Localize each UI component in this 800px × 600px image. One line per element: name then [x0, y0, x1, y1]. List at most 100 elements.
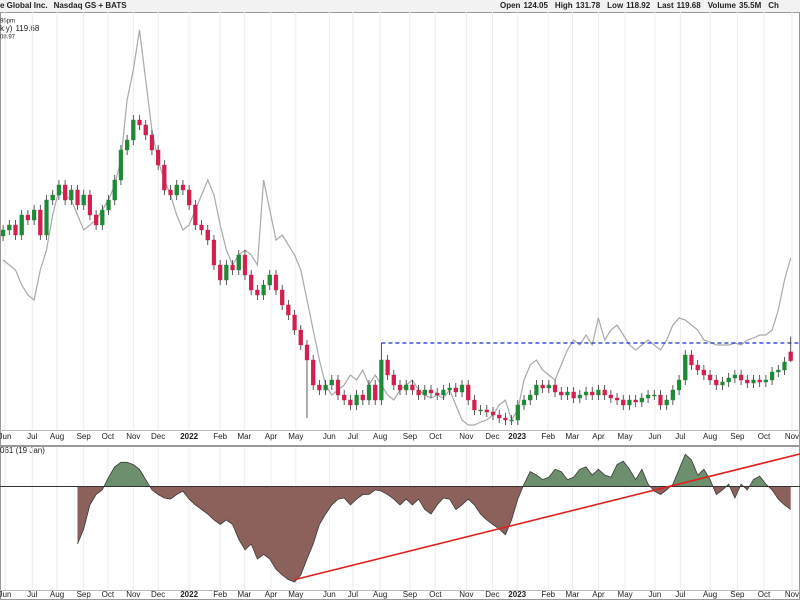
- candle-body: [143, 124, 148, 136]
- plot-area: [0, 12, 800, 430]
- x-tick-label: Aug: [703, 590, 717, 599]
- candle-body: [267, 274, 272, 286]
- legend-price: kly) 119.68: [0, 24, 40, 33]
- x-tick-label: Aug: [50, 590, 64, 599]
- stat-value: 118.92: [626, 1, 651, 10]
- candle-body: [540, 384, 545, 389]
- candle-body: [174, 184, 179, 196]
- candle-body: [25, 214, 31, 221]
- candle-body: [435, 392, 440, 396]
- x-tick-label: Sep: [77, 432, 92, 441]
- x-tick-label: Dec: [485, 432, 499, 441]
- candle-body: [695, 364, 700, 371]
- x-tick-label: Jul: [348, 590, 358, 599]
- x-tick-label: Mar: [566, 432, 580, 441]
- x-tick-label: Nov: [785, 590, 799, 599]
- candle-body: [323, 384, 328, 391]
- candle-body: [478, 409, 483, 412]
- candle-body: [249, 274, 254, 291]
- candle-body: [590, 391, 595, 396]
- candle-body: [94, 214, 99, 226]
- x-tick-label: Mar: [237, 432, 251, 441]
- candle-body: [466, 384, 471, 401]
- candle-body: [472, 399, 477, 411]
- candle-body: [614, 397, 620, 401]
- legend-time: 95pm: [0, 19, 15, 25]
- stat-value: 124.05: [523, 1, 548, 10]
- candle-body: [645, 394, 651, 399]
- candle-body: [596, 389, 601, 396]
- candle-body: [447, 387, 452, 391]
- candle-body: [552, 384, 558, 393]
- candle-body: [534, 384, 539, 396]
- x-tick-label: Apr: [265, 590, 278, 599]
- plot-layer: Jun Jul Aug Sep Oct Nov Dec 2022 Feb Mar Apr May Jun…: [0, 12, 800, 599]
- candle-body: [763, 379, 769, 383]
- candle-body: [782, 361, 787, 371]
- candle-body: [261, 284, 266, 296]
- candle-body: [391, 374, 396, 386]
- candle-body: [335, 379, 341, 396]
- x-tick-label: Apr: [592, 432, 605, 441]
- x-tick-label: Aug: [50, 432, 64, 441]
- candle-body: [664, 399, 669, 406]
- candle-body: [683, 354, 688, 381]
- candle-body: [180, 184, 186, 191]
- candle-body: [528, 394, 533, 401]
- candle-body: [583, 391, 589, 396]
- x-tick-label: May: [288, 590, 303, 599]
- stat-label: High: [555, 1, 573, 10]
- candle-body: [769, 371, 775, 381]
- candle-body: [627, 399, 632, 406]
- candle-body: [732, 374, 738, 379]
- x-tick-label: 2022: [180, 590, 198, 599]
- candle-body: [428, 389, 434, 394]
- stat-label: Low: [607, 1, 624, 10]
- candle-body: [484, 409, 489, 413]
- candle-body: [273, 274, 279, 291]
- candle-body: [168, 189, 173, 196]
- x-tick-label: Apr: [592, 590, 605, 599]
- candle-body: [230, 264, 235, 271]
- header-bar: [0, 0, 800, 12]
- candle-body: [676, 379, 682, 391]
- x-tick-label: 2022: [180, 432, 198, 441]
- candle-body: [286, 304, 291, 316]
- candle-body: [701, 369, 706, 376]
- x-tick-label: Oct: [102, 432, 115, 441]
- x-tick-label: Nov: [459, 432, 473, 441]
- candle-body: [236, 254, 241, 271]
- x-tick-label: Nov: [785, 432, 799, 441]
- x-tick-label: Dec: [151, 590, 165, 599]
- x-tick-label: Jun: [0, 590, 11, 599]
- exchange: Nasdaq GS + BATS: [54, 1, 128, 10]
- x-tick-label: Oct: [758, 432, 771, 441]
- candle-body: [38, 209, 43, 236]
- candle-body: [218, 264, 223, 281]
- candle-body: [404, 384, 409, 391]
- x-tick-label: May: [288, 432, 303, 441]
- x-tick-label: Sep: [77, 590, 92, 599]
- x-tick-label: May: [618, 590, 633, 599]
- candle-body: [62, 184, 68, 201]
- candle-body: [131, 119, 136, 141]
- candle-body: [50, 194, 55, 201]
- candle-body: [379, 359, 384, 401]
- x-tick-label: 2023: [508, 432, 526, 441]
- candle-body: [689, 354, 694, 366]
- candle-body: [571, 391, 576, 399]
- candle-body: [621, 399, 626, 406]
- x-tick-label: Jun: [323, 590, 336, 599]
- candle-body: [360, 394, 365, 401]
- trend-line: [294, 453, 800, 581]
- candle-body: [137, 119, 142, 126]
- candle-body: [0, 229, 6, 237]
- candle-body: [292, 314, 297, 331]
- x-tick-label: Nov: [126, 590, 140, 599]
- x-tick-label: Jul: [675, 590, 685, 599]
- candle-body: [7, 224, 12, 231]
- x-tick-label: Jun: [648, 432, 661, 441]
- candle-body: [720, 381, 725, 386]
